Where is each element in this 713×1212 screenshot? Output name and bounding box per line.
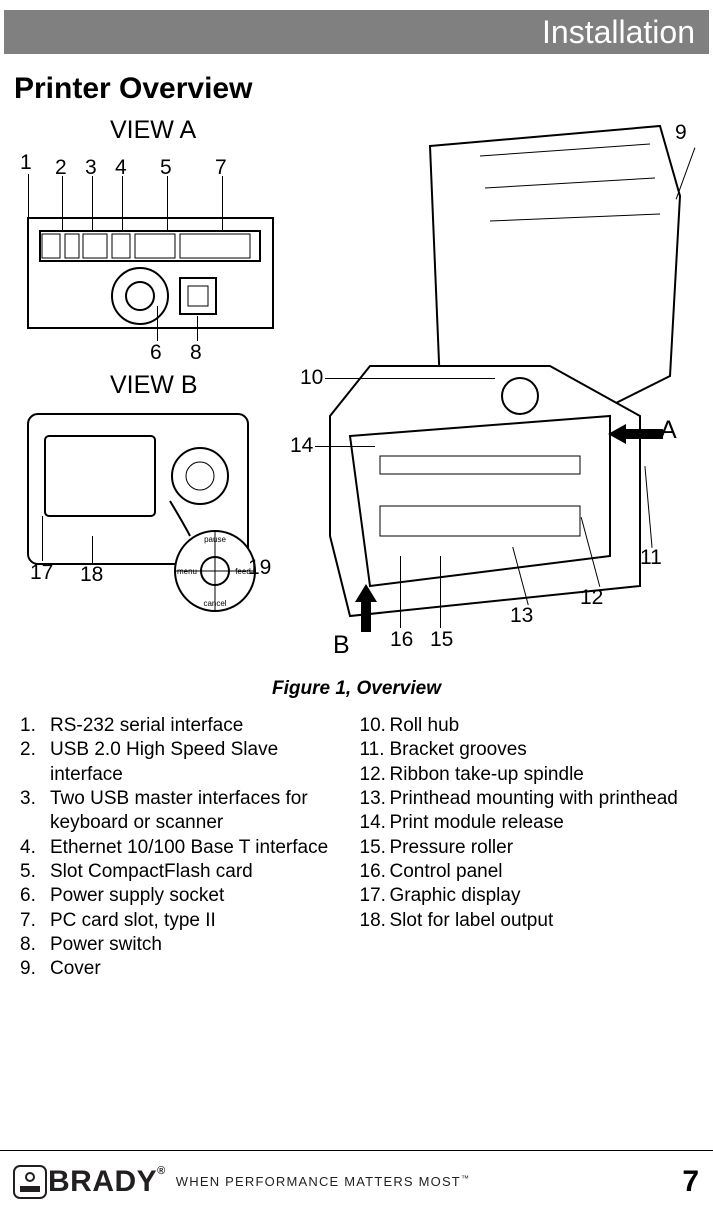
figure-caption: Figure 1, Overview: [0, 678, 713, 700]
legend-row: 11.Bracket grooves: [360, 738, 700, 762]
callout-10: 10: [300, 366, 323, 390]
callout-12: 12: [580, 586, 603, 610]
legend-col-right: 10.Roll hub 11.Bracket grooves 12.Ribbon…: [360, 714, 700, 981]
section-header-bar: Installation: [4, 10, 709, 54]
callout-2: 2: [55, 156, 67, 180]
footer-brand: BRADY®: [48, 1165, 166, 1199]
callout-3: 3: [85, 156, 97, 180]
callout-18: 18: [80, 563, 103, 587]
page-title: Printer Overview: [14, 72, 713, 106]
legend-row: 18.Slot for label output: [360, 909, 700, 933]
callout-5: 5: [160, 156, 172, 180]
arrow-a-icon: [608, 424, 663, 444]
page-number: 7: [682, 1165, 699, 1199]
legend-row: 15.Pressure roller: [360, 836, 700, 860]
svg-text:menu: menu: [177, 567, 197, 576]
legend: 1.RS-232 serial interface 2.USB 2.0 High…: [20, 714, 699, 981]
legend-row: 1.RS-232 serial interface: [20, 714, 360, 738]
legend-row: 16.Control panel: [360, 860, 700, 884]
view-a-label: VIEW A: [110, 116, 196, 145]
footer: BRADY® WHEN PERFORMANCE MATTERS MOST™ 7: [0, 1150, 713, 1212]
view-a-diagram: [20, 176, 280, 346]
callout-9: 9: [675, 121, 687, 145]
callout-14: 14: [290, 434, 313, 458]
callout-8: 8: [190, 341, 202, 365]
callout-6: 6: [150, 341, 162, 365]
callout-16: 16: [390, 628, 413, 652]
legend-col-left: 1.RS-232 serial interface 2.USB 2.0 High…: [20, 714, 360, 981]
legend-row: 12.Ribbon take-up spindle: [360, 763, 700, 787]
section-header-title: Installation: [542, 14, 695, 51]
view-b-diagram: pause cancel menu feed: [20, 406, 280, 616]
printer-main-diagram: [310, 116, 700, 656]
footer-tagline: WHEN PERFORMANCE MATTERS MOST™: [176, 1174, 470, 1189]
diagram-area: VIEW A 1 2 3 4 5 7 6 8 VIEW B: [0, 116, 713, 676]
callout-11: 11: [640, 546, 662, 570]
legend-row: 6.Power supply socket: [20, 884, 360, 908]
svg-text:cancel: cancel: [203, 599, 226, 608]
legend-row: 5.Slot CompactFlash card: [20, 860, 360, 884]
arrow-b-icon: [355, 584, 377, 632]
view-b-label: VIEW B: [110, 371, 198, 400]
legend-row: 9.Cover: [20, 957, 360, 981]
legend-row: 4.Ethernet 10/100 Base T interface: [20, 836, 360, 860]
legend-row: 8.Power switch: [20, 933, 360, 957]
legend-row: 3.Two USB master interfaces for keyboard…: [20, 787, 360, 836]
callout-15: 15: [430, 628, 453, 652]
callout-19: 19: [248, 556, 271, 580]
callout-1: 1: [20, 151, 32, 175]
footer-logo: BRADY® WHEN PERFORMANCE MATTERS MOST™: [12, 1164, 470, 1200]
legend-row: 2.USB 2.0 High Speed Slave interface: [20, 738, 360, 787]
legend-row: 10.Roll hub: [360, 714, 700, 738]
callout-13: 13: [510, 604, 533, 628]
legend-row: 13.Printhead mounting with printhead: [360, 787, 700, 811]
svg-text:pause: pause: [204, 535, 226, 544]
callout-7: 7: [215, 156, 227, 180]
callout-4: 4: [115, 156, 127, 180]
marker-b: B: [333, 631, 350, 660]
callout-17: 17: [30, 561, 53, 585]
brady-logo-icon: [12, 1164, 48, 1200]
legend-row: 17.Graphic display: [360, 884, 700, 908]
legend-row: 14.Print module release: [360, 811, 700, 835]
legend-row: 7.PC card slot, type II: [20, 909, 360, 933]
